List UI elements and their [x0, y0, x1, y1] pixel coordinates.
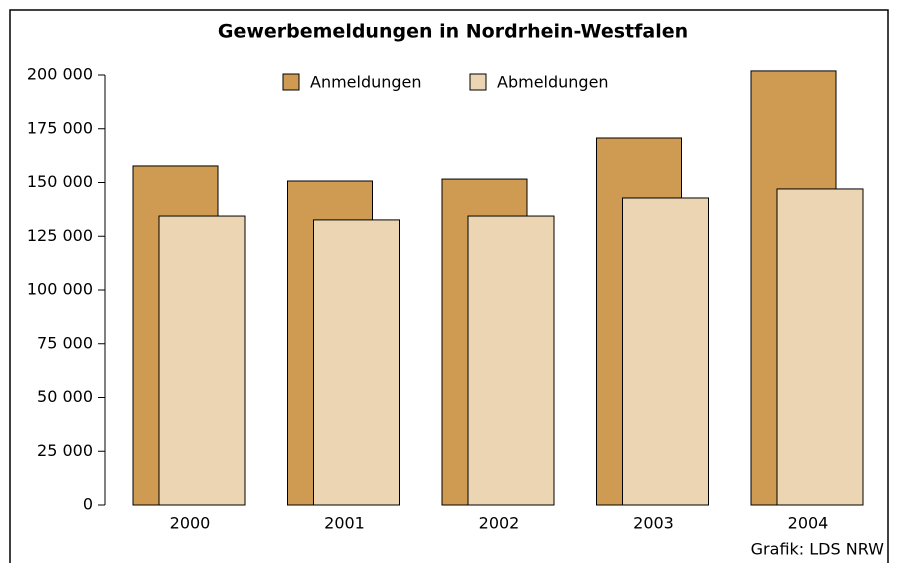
bar	[314, 220, 400, 505]
y-tick-label: 25 000	[37, 441, 93, 460]
x-tick-label: 2004	[788, 514, 829, 533]
y-tick-label: 50 000	[37, 387, 93, 406]
legend-label: Anmeldungen	[310, 73, 422, 92]
x-tick-label: 2003	[633, 514, 674, 533]
y-tick-label: 175 000	[27, 118, 93, 137]
y-tick-label: 75 000	[37, 333, 93, 352]
y-tick-label: 150 000	[27, 172, 93, 191]
y-tick-label: 0	[83, 495, 93, 514]
chart-title: Gewerbemeldungen in Nordrhein-Westfalen	[218, 21, 688, 43]
bar	[159, 216, 245, 505]
y-tick-label: 125 000	[27, 226, 93, 245]
x-tick-label: 2002	[479, 514, 520, 533]
legend-swatch	[283, 74, 299, 90]
y-tick-label: 200 000	[27, 65, 93, 84]
x-tick-label: 2000	[170, 514, 211, 533]
bar	[777, 189, 863, 505]
y-tick-label: 100 000	[27, 280, 93, 299]
legend-swatch	[470, 74, 486, 90]
source: Grafik: LDS NRW	[751, 540, 885, 559]
bar	[623, 198, 709, 505]
bar	[468, 216, 554, 505]
x-tick-label: 2001	[324, 514, 365, 533]
chart: Gewerbemeldungen in Nordrhein-Westfalen …	[0, 0, 899, 563]
legend-label: Abmeldungen	[497, 73, 609, 92]
